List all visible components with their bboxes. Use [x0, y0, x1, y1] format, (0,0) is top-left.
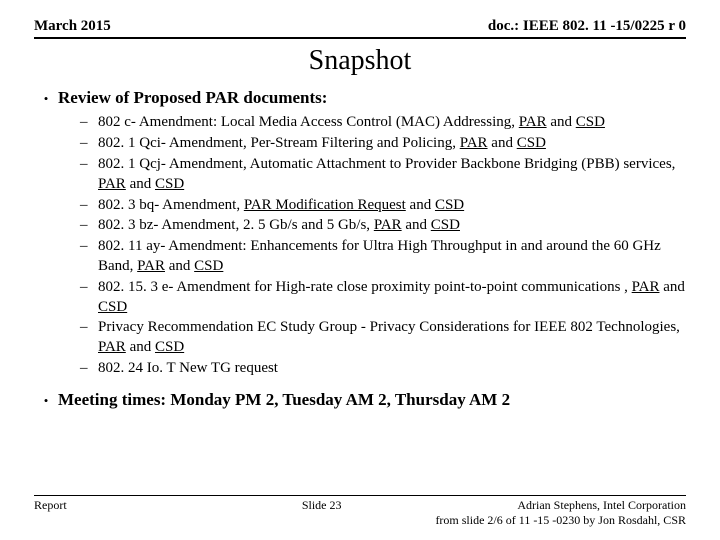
list-item: –802. 3 bq- Amendment, PAR Modification … [80, 196, 686, 216]
par-link[interactable]: PAR [137, 258, 165, 274]
list-item-text: 802 c- Amendment: Local Media Access Con… [98, 113, 686, 133]
par-link[interactable]: PAR [374, 217, 402, 233]
csd-link[interactable]: CSD [517, 135, 546, 151]
list-item: –Privacy Recommendation EC Study Group -… [80, 318, 686, 358]
csd-link[interactable]: CSD [194, 258, 223, 274]
list-item-text: 802. 15. 3 e- Amendment for High-rate cl… [98, 278, 686, 318]
dash-icon: – [80, 113, 98, 133]
list-item-text: 802. 1 Qcj- Amendment, Automatic Attachm… [98, 155, 686, 195]
header-date: March 2015 [34, 18, 111, 35]
list-item: –802 c- Amendment: Local Media Access Co… [80, 113, 686, 133]
bullet-review-text: Review of Proposed PAR documents: [58, 87, 327, 109]
csd-link[interactable]: CSD [431, 217, 460, 233]
csd-link[interactable]: CSD [435, 197, 464, 213]
csd-link[interactable]: CSD [98, 299, 127, 315]
footer-author: Adrian Stephens, Intel Corporation [418, 498, 686, 513]
footer-row: Report Slide 23 Adrian Stephens, Intel C… [30, 498, 690, 528]
dash-icon: – [80, 237, 98, 257]
bullet-meeting: • Meeting times: Monday PM 2, Tuesday AM… [34, 389, 686, 411]
footer-rule [34, 495, 686, 496]
dash-icon: – [80, 155, 98, 175]
list-item-text: 802. 24 Io. T New TG request [98, 359, 686, 379]
footer-right: Adrian Stephens, Intel Corporation from … [418, 498, 686, 528]
list-item-text: 802. 1 Qci- Amendment, Per-Stream Filter… [98, 134, 686, 154]
bullet-dot-icon: • [34, 392, 58, 409]
list-item-text: Privacy Recommendation EC Study Group - … [98, 318, 686, 358]
footer-left: Report [34, 498, 226, 513]
list-item: –802. 3 bz- Amendment, 2. 5 Gb/s and 5 G… [80, 216, 686, 236]
list-item: –802. 1 Qcj- Amendment, Automatic Attach… [80, 155, 686, 195]
csd-link[interactable]: CSD [155, 339, 184, 355]
bullet-meeting-text: Meeting times: Monday PM 2, Tuesday AM 2… [58, 389, 510, 411]
par-link[interactable]: PAR Modification Request [244, 197, 406, 213]
dash-icon: – [80, 278, 98, 298]
sub-list: –802 c- Amendment: Local Media Access Co… [80, 113, 686, 378]
bullet-review: • Review of Proposed PAR documents: [34, 87, 686, 109]
csd-link[interactable]: CSD [155, 176, 184, 192]
dash-icon: – [80, 196, 98, 216]
dash-icon: – [80, 134, 98, 154]
list-item-text: 802. 11 ay- Amendment: Enhancements for … [98, 237, 686, 277]
header-row: March 2015 doc.: IEEE 802. 11 -15/0225 r… [30, 18, 690, 37]
csd-link[interactable]: CSD [576, 114, 605, 130]
slide-page: March 2015 doc.: IEEE 802. 11 -15/0225 r… [0, 0, 720, 540]
par-link[interactable]: PAR [98, 339, 126, 355]
list-item: –802. 11 ay- Amendment: Enhancements for… [80, 237, 686, 277]
par-link[interactable]: PAR [519, 114, 547, 130]
header-doc-id: doc.: IEEE 802. 11 -15/0225 r 0 [488, 18, 686, 35]
par-link[interactable]: PAR [460, 135, 488, 151]
footer: Report Slide 23 Adrian Stephens, Intel C… [30, 495, 690, 528]
list-item: –802. 24 Io. T New TG request [80, 359, 686, 379]
list-item: –802. 15. 3 e- Amendment for High-rate c… [80, 278, 686, 318]
dash-icon: – [80, 318, 98, 338]
content: • Review of Proposed PAR documents: –802… [30, 87, 690, 411]
par-link[interactable]: PAR [632, 279, 660, 295]
footer-source: from slide 2/6 of 11 -15 -0230 by Jon Ro… [418, 513, 686, 528]
list-item-text: 802. 3 bq- Amendment, PAR Modification R… [98, 196, 686, 216]
list-item-text: 802. 3 bz- Amendment, 2. 5 Gb/s and 5 Gb… [98, 216, 686, 236]
page-title: Snapshot [30, 45, 690, 77]
list-item: –802. 1 Qci- Amendment, Per-Stream Filte… [80, 134, 686, 154]
footer-center: Slide 23 [226, 498, 418, 513]
dash-icon: – [80, 359, 98, 379]
header-rule [34, 37, 686, 39]
bullet-dot-icon: • [34, 90, 58, 107]
dash-icon: – [80, 216, 98, 236]
par-link[interactable]: PAR [98, 176, 126, 192]
